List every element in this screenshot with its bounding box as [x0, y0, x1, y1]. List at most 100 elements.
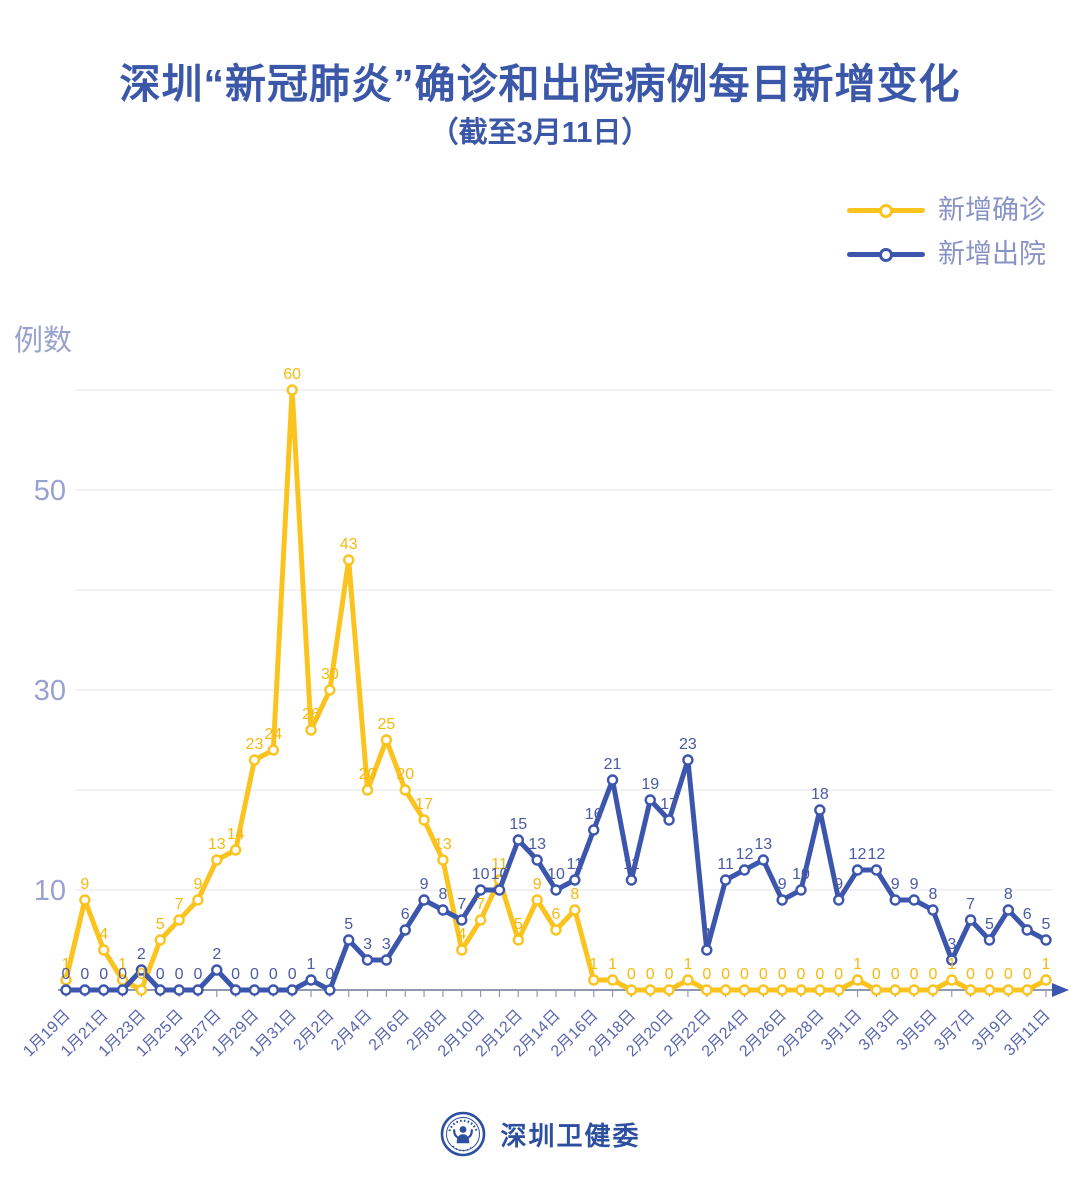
data-point-discharged[interactable] — [795, 884, 807, 896]
data-point-confirmed[interactable] — [1021, 984, 1033, 996]
data-point-discharged[interactable] — [60, 984, 72, 996]
data-point-discharged[interactable] — [248, 984, 261, 996]
data-point-confirmed[interactable] — [361, 784, 374, 796]
data-point-discharged[interactable] — [587, 824, 600, 836]
data-point-confirmed[interactable] — [135, 984, 148, 996]
data-point-discharged[interactable] — [644, 794, 656, 806]
data-point-discharged[interactable] — [361, 954, 374, 966]
data-point-confirmed[interactable] — [983, 984, 996, 996]
data-point-discharged[interactable] — [832, 894, 845, 906]
data-point-discharged[interactable] — [399, 924, 411, 936]
data-point-discharged[interactable] — [701, 944, 713, 956]
data-point-discharged[interactable] — [97, 984, 110, 996]
data-point-discharged[interactable] — [946, 954, 958, 966]
data-point-confirmed[interactable] — [964, 984, 977, 996]
data-point-confirmed[interactable] — [531, 894, 543, 906]
data-point-discharged[interactable] — [229, 984, 242, 996]
data-point-confirmed[interactable] — [889, 984, 901, 996]
data-point-confirmed[interactable] — [851, 974, 864, 986]
data-point-discharged[interactable] — [173, 984, 185, 996]
data-point-discharged[interactable] — [267, 984, 280, 996]
data-point-discharged[interactable] — [1021, 924, 1033, 936]
data-point-confirmed[interactable] — [399, 784, 411, 796]
data-point-discharged[interactable] — [116, 984, 129, 996]
data-point-confirmed[interactable] — [776, 984, 788, 996]
data-point-confirmed[interactable] — [550, 924, 562, 936]
data-point-confirmed[interactable] — [795, 984, 807, 996]
data-point-confirmed[interactable] — [908, 984, 920, 996]
data-point-confirmed[interactable] — [644, 984, 656, 996]
data-point-confirmed[interactable] — [286, 384, 298, 396]
data-point-confirmed[interactable] — [738, 984, 751, 996]
data-point-confirmed[interactable] — [248, 754, 261, 766]
data-point-discharged[interactable] — [927, 904, 939, 916]
data-point-confirmed[interactable] — [682, 974, 694, 986]
data-point-confirmed[interactable] — [757, 984, 770, 996]
data-point-confirmed[interactable] — [832, 984, 845, 996]
data-point-confirmed[interactable] — [305, 724, 317, 736]
data-point-confirmed[interactable] — [474, 914, 487, 926]
data-point-discharged[interactable] — [286, 984, 298, 996]
data-point-discharged[interactable] — [757, 854, 770, 866]
data-point-confirmed[interactable] — [192, 894, 204, 906]
data-point-discharged[interactable] — [625, 874, 638, 886]
data-point-confirmed[interactable] — [1002, 984, 1015, 996]
data-point-confirmed[interactable] — [324, 684, 336, 696]
data-point-confirmed[interactable] — [380, 734, 393, 746]
data-point-discharged[interactable] — [192, 984, 204, 996]
data-point-confirmed[interactable] — [173, 914, 185, 926]
legend-item-discharged[interactable]: 新增出院 — [847, 241, 1046, 268]
data-point-confirmed[interactable] — [229, 844, 242, 856]
data-point-discharged[interactable] — [1002, 904, 1015, 916]
data-point-discharged[interactable] — [983, 934, 996, 946]
data-point-confirmed[interactable] — [569, 904, 581, 916]
data-point-confirmed[interactable] — [870, 984, 883, 996]
data-point-confirmed[interactable] — [587, 974, 600, 986]
data-point-discharged[interactable] — [493, 884, 506, 896]
data-point-confirmed[interactable] — [97, 944, 110, 956]
data-point-discharged[interactable] — [663, 814, 675, 826]
data-point-confirmed[interactable] — [154, 934, 166, 946]
data-point-discharged[interactable] — [870, 864, 883, 876]
data-point-discharged[interactable] — [305, 974, 317, 986]
data-point-confirmed[interactable] — [267, 744, 280, 756]
data-point-discharged[interactable] — [418, 894, 430, 906]
data-point-discharged[interactable] — [889, 894, 901, 906]
data-point-confirmed[interactable] — [946, 974, 958, 986]
data-point-confirmed[interactable] — [342, 554, 355, 566]
legend-item-confirmed[interactable]: 新增确诊 — [847, 197, 1046, 224]
data-point-discharged[interactable] — [776, 894, 788, 906]
data-point-confirmed[interactable] — [211, 854, 223, 866]
data-point-discharged[interactable] — [531, 854, 543, 866]
data-point-discharged[interactable] — [738, 864, 751, 876]
data-point-discharged[interactable] — [719, 874, 732, 886]
data-point-confirmed[interactable] — [437, 854, 449, 866]
data-point-confirmed[interactable] — [512, 934, 525, 946]
data-point-confirmed[interactable] — [719, 984, 732, 996]
data-point-confirmed[interactable] — [79, 894, 91, 906]
data-point-confirmed[interactable] — [814, 984, 826, 996]
data-point-confirmed[interactable] — [606, 974, 619, 986]
data-point-discharged[interactable] — [474, 884, 487, 896]
data-point-confirmed[interactable] — [1040, 974, 1052, 986]
data-point-discharged[interactable] — [1040, 934, 1052, 946]
data-point-confirmed[interactable] — [927, 984, 939, 996]
data-point-discharged[interactable] — [211, 964, 223, 976]
data-point-discharged[interactable] — [437, 904, 449, 916]
data-point-discharged[interactable] — [550, 884, 562, 896]
data-point-discharged[interactable] — [380, 954, 393, 966]
data-point-confirmed[interactable] — [418, 814, 430, 826]
data-point-discharged[interactable] — [964, 914, 977, 926]
data-point-discharged[interactable] — [135, 964, 148, 976]
data-point-discharged[interactable] — [324, 984, 336, 996]
data-point-discharged[interactable] — [908, 894, 920, 906]
data-point-discharged[interactable] — [682, 754, 694, 766]
data-point-discharged[interactable] — [606, 774, 619, 786]
data-point-confirmed[interactable] — [625, 984, 638, 996]
data-point-discharged[interactable] — [154, 984, 166, 996]
data-point-confirmed[interactable] — [663, 984, 675, 996]
data-point-confirmed[interactable] — [456, 944, 468, 956]
data-point-discharged[interactable] — [342, 934, 355, 946]
data-point-discharged[interactable] — [851, 864, 864, 876]
data-point-discharged[interactable] — [512, 834, 525, 846]
